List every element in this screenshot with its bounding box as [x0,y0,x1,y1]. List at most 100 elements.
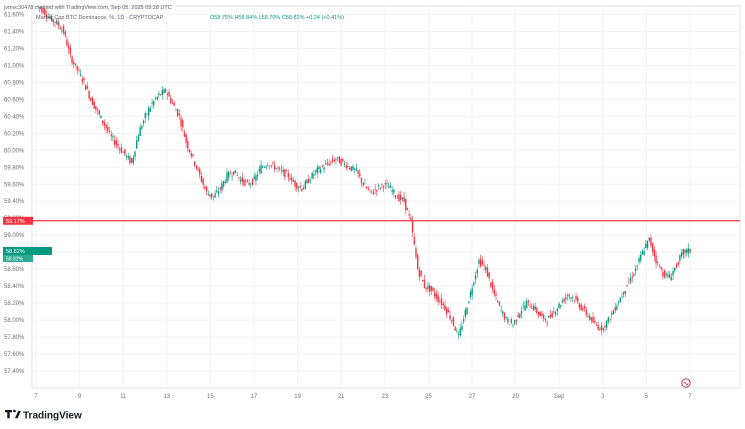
candle-down [159,94,162,95]
candle-down [200,176,203,182]
candle-up [258,168,261,172]
candle-down [394,195,397,197]
y-tick-label: 58.20% [4,301,25,307]
candle-down [408,214,410,216]
candle-down [425,287,427,290]
candle-up [343,163,346,165]
candle-down [529,306,531,308]
candle-up [318,166,320,170]
symbol-title: Market Cap BTC Dominance, %, 1D · CRYPTO… [36,15,164,21]
candle-down [340,158,342,166]
candle-up [621,296,623,298]
candle-down [582,308,584,311]
candle-down [212,196,215,197]
candle-down [73,62,75,65]
candle-up [347,165,349,167]
candle-down [442,303,444,305]
y-tick-label: 59.80% [4,165,25,171]
candle-down [422,279,424,282]
candle-down [287,172,289,178]
candle-up [122,152,124,153]
candle-down [490,282,492,287]
candle-down [219,188,221,190]
candle-down [57,22,60,26]
candle-down [684,249,686,254]
candle-up [227,171,230,178]
y-tick-label: 60.20% [4,131,25,137]
candle-down [631,276,633,278]
candle-up [507,318,509,323]
candle-up [570,297,572,299]
candle-up [468,301,470,303]
candle-down [609,319,611,320]
candle-down [296,183,298,189]
candle-down [284,169,286,178]
candle-down [410,218,412,220]
candle-up [617,302,620,304]
candle-down [78,69,80,71]
candle-down [188,149,191,153]
candle-down [241,176,244,183]
candle-down [289,178,291,180]
candle-down [628,281,630,283]
candle-down [689,249,691,253]
candle-down [544,318,547,321]
candle-down [374,189,376,190]
candle-up [245,181,247,183]
candle-down [64,31,66,36]
tradingview-logo[interactable]: TradingView [5,409,82,422]
candle-up [50,16,53,21]
candle-down [497,300,499,303]
candle-up [476,269,478,274]
candle-up [335,159,337,161]
candle-down [578,303,581,308]
candle-down [202,179,204,185]
candle-up [478,259,480,264]
candle-down [381,183,383,185]
candle-down [416,254,419,270]
candle-down [452,316,455,326]
x-tick-label: 23 [381,394,388,400]
candle-down [369,189,371,191]
candle-up [474,275,477,280]
candle-down [113,140,116,145]
candle-up [554,312,557,315]
candle-down [359,173,361,177]
candle-down [164,89,167,92]
candle-down [510,318,513,324]
x-axis: 7 9 11 13 15 17 19 21 23 25 27 29 Sep 3 5 7 [34,394,692,400]
candle-up [260,165,262,174]
x-tick-label: 29 [512,394,519,400]
candle-up [56,20,58,24]
candle-up [304,181,307,189]
candle-up [275,168,278,170]
candle-up [571,297,574,299]
candle-down [447,309,450,313]
candle-up [672,271,674,276]
candle-down [398,194,400,202]
candle-up [607,317,610,322]
candle-up [640,254,642,261]
candle-down [81,79,83,82]
candle-down [129,156,131,164]
candle-down [575,296,577,300]
candle-down [423,279,426,288]
candle-down [592,316,594,323]
candle-down [604,325,606,328]
candle-down [251,179,254,185]
candle-down [551,312,553,318]
candle-down [493,289,496,295]
candle-down [350,166,352,171]
candle-up [505,317,507,319]
candle-down [40,7,43,10]
candle-down [597,325,599,330]
candle-up [306,179,308,184]
candle-up [553,311,555,313]
candle-up [108,131,111,132]
candle-down [430,286,433,291]
candle-up [144,113,146,118]
candle-down [173,103,175,106]
candle-up [462,319,465,322]
candle-up [466,307,468,315]
candle-up [156,96,158,99]
